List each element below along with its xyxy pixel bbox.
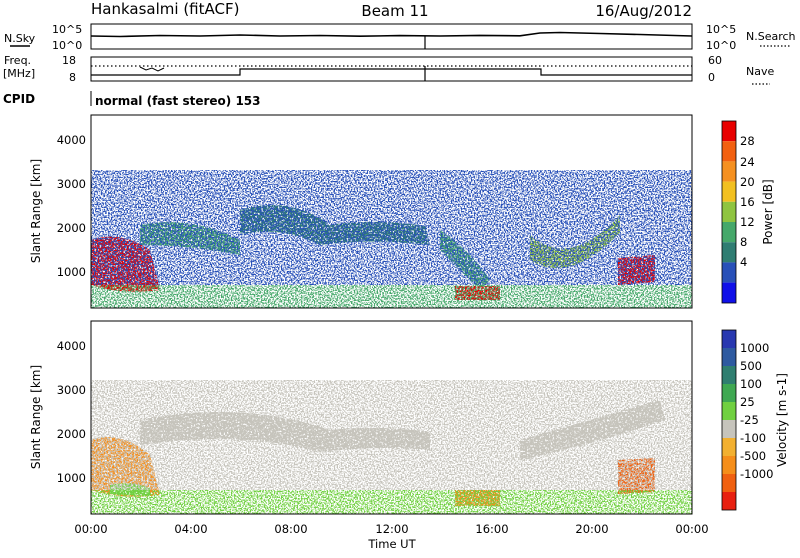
velocity-ytick-1000: 1000: [57, 471, 86, 485]
freq-label-line2: [MHz]: [3, 67, 35, 80]
power-colorbar-swatch-7: [722, 242, 736, 263]
velocity-ylabel: Slant Range [km]: [29, 365, 43, 469]
velocity-tick-100: 100: [740, 377, 762, 391]
xtick-2: 08:00: [274, 522, 307, 536]
power-ytick-3000: 3000: [57, 177, 86, 191]
freq-tick-bottom: 8: [69, 71, 76, 84]
noise-right-label: N.Search: [746, 30, 796, 43]
velocity-ytick-3000: 3000: [57, 383, 86, 397]
cpid-label: CPID: [3, 92, 35, 106]
power-tick-28: 28: [740, 134, 755, 148]
freq-panel: Freq. [MHz] 18 8 60 0 Nave: [3, 54, 774, 85]
cpid-mode: normal (fast stereo) 153: [95, 94, 261, 108]
power-colorbar-swatch-8: [722, 262, 736, 283]
power-tick-16: 16: [740, 195, 755, 209]
power-colorbar-swatch-4: [722, 181, 736, 202]
power-ytick-4000: 4000: [57, 133, 86, 147]
velocity-ytick-2000: 2000: [57, 427, 86, 441]
nave-tick-top: 60: [708, 54, 722, 67]
velocity-colorbar-swatch-5: [722, 402, 736, 420]
velocity-colorbar-swatch-6: [722, 420, 736, 438]
velocity-echoes: [91, 380, 692, 514]
velocity-panel: Slant Range [km] 1000 2000 3000 4000: [29, 320, 693, 515]
velocity-colorbar-swatch-3: [722, 366, 736, 384]
nave-tick-bottom: 0: [708, 71, 715, 84]
noise-sky-trace: [90, 31, 693, 38]
velocity-colorbar-swatch-2: [722, 348, 736, 366]
x-axis-title: Time UT: [367, 537, 416, 551]
power-colorbar-title: Power [dB]: [761, 179, 775, 244]
velocity-colorbar-title: Velocity [m s-1]: [775, 373, 789, 467]
power-colorbar-swatch-9: [722, 282, 736, 303]
power-tick-12: 12: [740, 215, 755, 229]
noise-tick-bottom-left: 10^0: [52, 39, 82, 52]
velocity-tick-minus25: -25: [740, 413, 759, 427]
velocity-tick-25: 25: [740, 395, 755, 409]
noise-tick-top-left: 10^5: [52, 23, 82, 36]
noise-tick-top-right: 10^5: [706, 23, 736, 36]
velocity-tick-minus100: -100: [740, 431, 766, 445]
x-axis: 00:00 04:00 08:00 12:00 16:00 20:00 00:0…: [74, 522, 708, 551]
power-panel: Slant Range [km] 1000 2000 3000 4000: [29, 114, 693, 309]
velocity-tick-1000: 1000: [740, 341, 769, 355]
power-tick-4: 4: [740, 255, 747, 269]
power-colorbar-swatch-1: [722, 121, 736, 142]
velocity-colorbar-swatch-8: [722, 456, 736, 474]
xtick-5: 20:00: [575, 522, 608, 536]
power-colorbar-swatch-3: [722, 161, 736, 182]
power-tick-20: 20: [740, 175, 755, 189]
power-colorbar-swatch-6: [722, 222, 736, 243]
power-colorbar: 28 24 20 16 12 8 4 Power [dB]: [721, 120, 775, 304]
velocity-tick-500: 500: [740, 359, 762, 373]
velocity-colorbar-swatch-9: [722, 474, 736, 492]
velocity-tick-minus500: -500: [740, 449, 766, 463]
noise-panel: N.Sky 10^5 10^0 10^5 10^0 N.Search: [4, 23, 796, 52]
velocity-colorbar: 1000 500 100 25 -25 -100 -500 -1000 Velo…: [721, 329, 789, 511]
power-ylabel: Slant Range [km]: [29, 159, 43, 263]
velocity-colorbar-swatch-1: [722, 330, 736, 348]
power-tick-8: 8: [740, 235, 747, 249]
power-echoes: [91, 170, 692, 308]
velocity-colorbar-swatch-10: [722, 492, 736, 510]
beam-title: Beam 11: [361, 2, 428, 20]
date-title: 16/Aug/2012: [595, 2, 692, 20]
xtick-3: 12:00: [375, 522, 408, 536]
noise-left-label: N.Sky: [4, 32, 36, 45]
xtick-1: 04:00: [174, 522, 207, 536]
xtick-6: 00:00: [675, 522, 708, 536]
velocity-ytick-4000: 4000: [57, 339, 86, 353]
velocity-colorbar-swatch-7: [722, 438, 736, 456]
nave-label: Nave: [746, 65, 774, 78]
velocity-colorbar-swatch-4: [722, 384, 736, 402]
freq-trace: [91, 68, 692, 76]
power-colorbar-swatch-5: [722, 201, 736, 222]
power-ytick-2000: 2000: [57, 221, 86, 235]
power-colorbar-swatch-2: [722, 141, 736, 162]
freq-label-line1: Freq.: [4, 54, 31, 67]
xtick-4: 16:00: [475, 522, 508, 536]
xtick-0: 00:00: [74, 522, 107, 536]
noise-tick-bottom-right: 10^0: [706, 39, 736, 52]
velocity-tick-minus1000: -1000: [740, 467, 773, 481]
power-ytick-1000: 1000: [57, 265, 86, 279]
power-tick-24: 24: [740, 155, 755, 169]
freq-tick-top: 18: [62, 54, 76, 67]
station-title: Hankasalmi (fitACF): [91, 0, 239, 18]
